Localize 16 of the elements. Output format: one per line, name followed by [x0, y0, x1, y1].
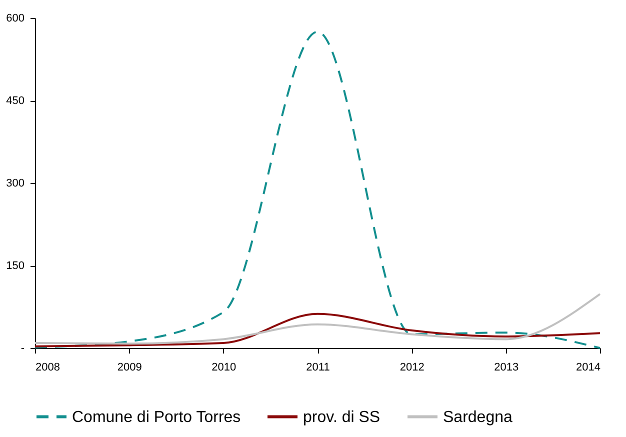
x-tick-label: 2008	[36, 362, 60, 374]
x-tick-label: 2014	[576, 362, 600, 374]
legend-label: prov. di SS	[303, 408, 380, 426]
x-tick-label: 2011	[306, 362, 330, 374]
legend-label: Comune di Porto Torres	[72, 408, 241, 426]
x-tick-label: 2013	[494, 362, 519, 374]
y-tick-label: 600	[6, 12, 24, 24]
x-tick-label: 2012	[400, 362, 424, 374]
y-tick-label: 150	[6, 260, 24, 272]
y-tick-label: 300	[6, 178, 24, 190]
x-tick-label: 2009	[117, 362, 142, 374]
line-series	[34, 293, 601, 345]
y-tick-label: -	[20, 342, 25, 354]
x-tick-label: 2010	[212, 362, 236, 374]
y-tick-label: 450	[6, 95, 24, 107]
legend-label: Sardegna	[443, 408, 512, 426]
